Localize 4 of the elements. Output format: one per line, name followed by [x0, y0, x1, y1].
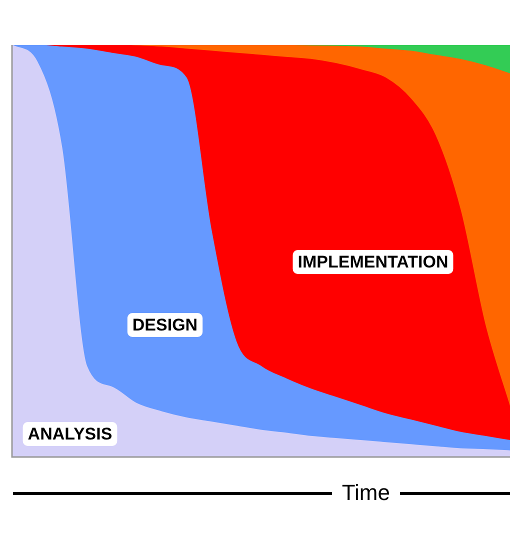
series-label: ANALYSIS [28, 424, 112, 444]
x-axis-title: Time [340, 480, 391, 506]
series-label: IMPLEMENTATION [298, 252, 448, 272]
series-label: DESIGN [132, 316, 198, 335]
